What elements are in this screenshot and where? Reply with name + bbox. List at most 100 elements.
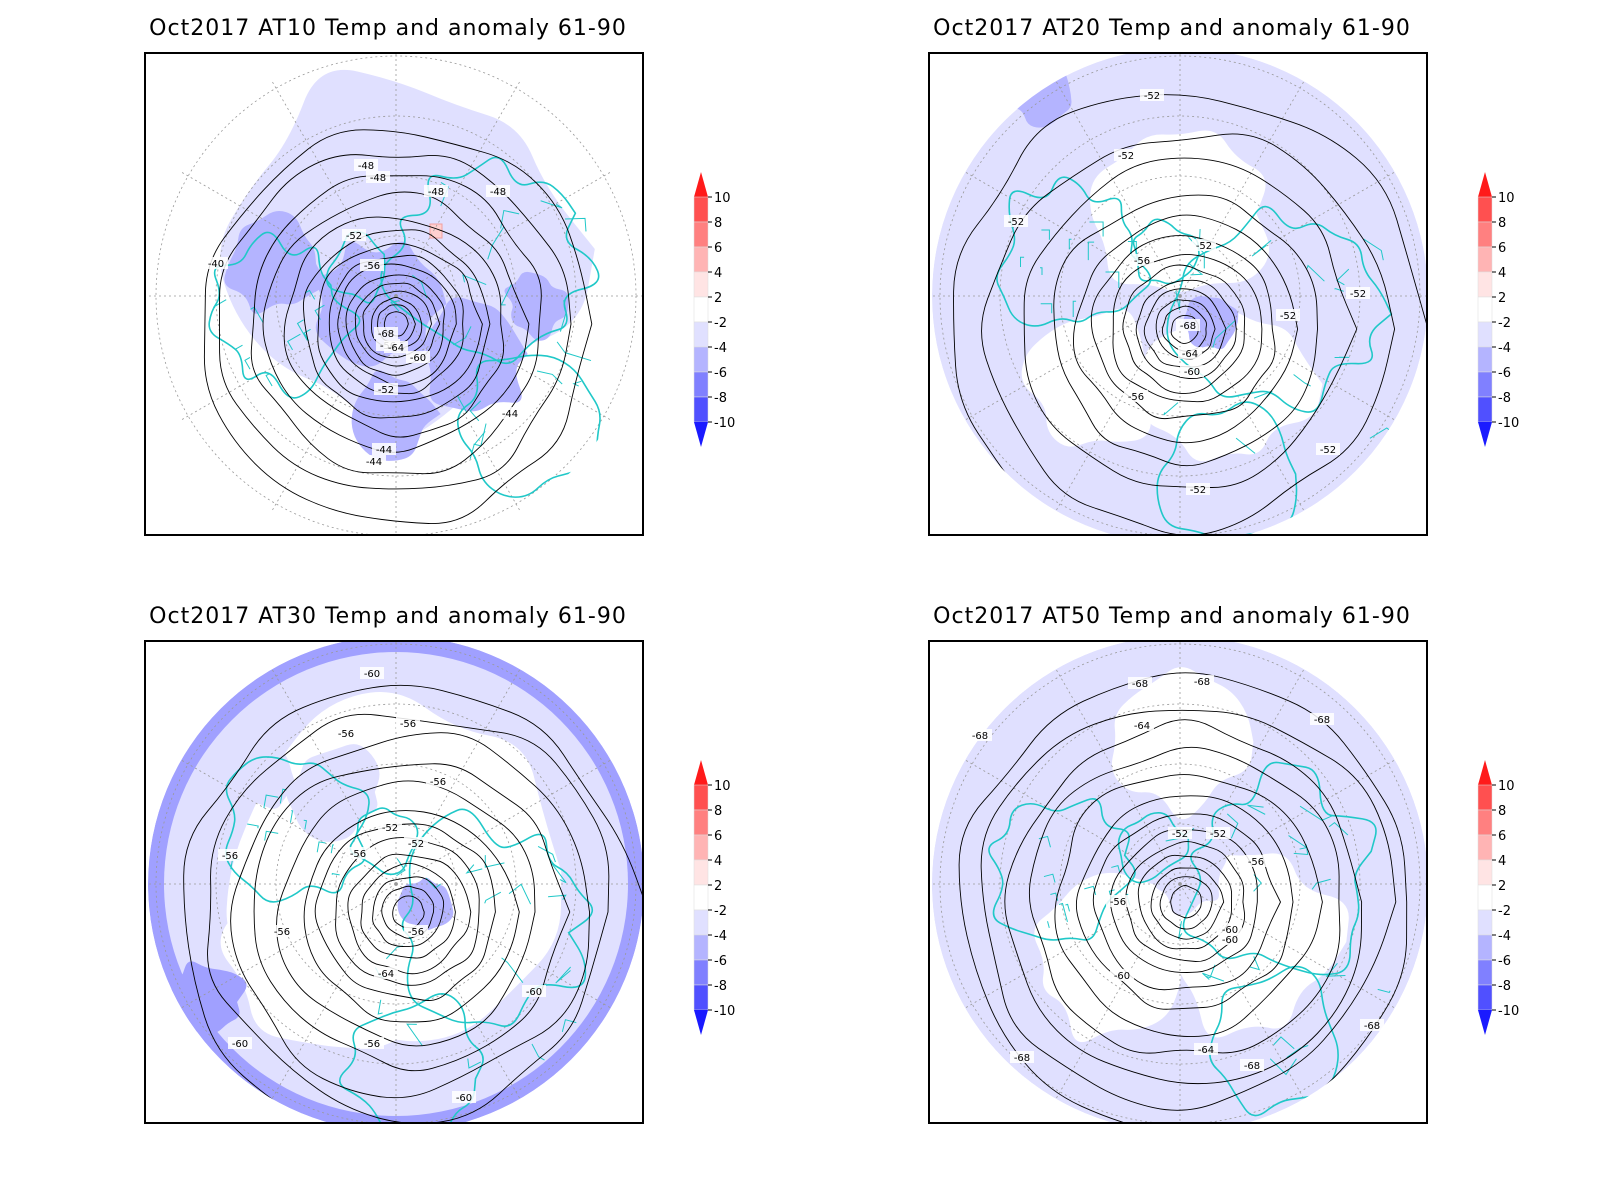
isotherm <box>253 763 571 1072</box>
colorbar-label: 6 <box>1498 829 1506 844</box>
map-panel-at10: Oct2017 AT10 Temp and anomaly 61-90 -40 -… <box>0 0 800 600</box>
coastline-eurasia <box>380 156 600 365</box>
coastline-africa <box>339 993 484 1122</box>
contour-label: -68 <box>1132 679 1148 690</box>
country-border <box>1363 238 1384 261</box>
colorbar-swatch <box>1477 784 1493 811</box>
map-panel-at50: Oct2017 AT50 Temp and anomaly 61-90 -68-… <box>784 588 1584 1188</box>
colorbar-label: -6 <box>1498 954 1511 969</box>
isotherm <box>1122 264 1246 394</box>
polar-map-frame: -60 -56 -56 -56 -56 -52 -52 -56 -56 -56 -60 -60 -64 -… <box>144 640 644 1124</box>
contour-label: -44 <box>366 457 382 468</box>
contour-label: -56 <box>338 729 354 740</box>
colorbar-label: -2 <box>1498 316 1511 331</box>
anomaly-region <box>1090 130 1270 292</box>
panel-title: Oct2017 AT30 Temp and anomaly 61-90 <box>149 604 627 629</box>
isotherm <box>1137 854 1233 950</box>
contour-label: -56 <box>364 261 380 272</box>
colorbar-boxes <box>693 172 709 447</box>
anomaly-colorbar: 10 8 6 4 2 -2 -4 -6 -8 -10 <box>1477 760 1519 1035</box>
state-border <box>1040 267 1043 275</box>
colorbar-swatch <box>1477 909 1493 936</box>
colorbar-swatch <box>1477 321 1493 348</box>
contour-label: -56 <box>1128 392 1144 403</box>
state-border <box>1020 256 1025 267</box>
country-border <box>531 1043 545 1061</box>
isotherm <box>1028 746 1341 1054</box>
contour-label: -52 <box>1320 445 1336 456</box>
contour-label: -56 <box>1248 857 1264 868</box>
isotherm <box>1112 254 1263 403</box>
colorbar-label: -4 <box>714 929 727 944</box>
contour-label-bg <box>334 727 358 739</box>
isotherm <box>1023 157 1358 488</box>
contour-label: -56 <box>408 927 424 938</box>
isotherm <box>1170 315 1199 344</box>
colorbar-label: -2 <box>1498 904 1511 919</box>
contour-label-bg <box>366 171 390 183</box>
isotherm <box>981 133 1396 534</box>
isotherm <box>1161 305 1207 352</box>
contour-label: -52 <box>1190 485 1206 496</box>
isotherm <box>203 129 593 524</box>
colorbar-label: -10 <box>1498 416 1519 431</box>
country-border <box>572 380 582 387</box>
colorbar-swatch <box>693 859 709 886</box>
colorbar-label: 10 <box>714 191 731 206</box>
contour-label-bg <box>1310 713 1334 725</box>
isotherm <box>314 823 496 1001</box>
contour-label: -44 <box>376 445 392 456</box>
contour-label-bg <box>486 185 510 197</box>
country-border <box>1226 813 1239 839</box>
colorbar-label: 8 <box>714 804 722 819</box>
contour-label-bg <box>406 351 430 363</box>
contour-label: -52 <box>1350 289 1366 300</box>
isotherm <box>392 895 425 929</box>
colorbar-label: 10 <box>1498 779 1515 794</box>
country-border <box>465 864 483 874</box>
contour-label: -52 <box>382 823 398 834</box>
anomaly-region <box>1034 872 1191 1043</box>
contour-label-bg <box>374 383 398 395</box>
contour-label-bg <box>396 717 420 729</box>
state-border <box>264 830 279 841</box>
anomaly-region <box>224 210 324 314</box>
colorbar-swatch <box>693 784 709 811</box>
isotherm <box>1135 279 1237 380</box>
isotherm <box>262 191 530 453</box>
state-border <box>330 844 334 854</box>
country-border <box>1249 956 1261 971</box>
colorbar-label: -6 <box>714 954 727 969</box>
country-border <box>1251 240 1272 257</box>
country-border <box>500 284 512 306</box>
colorbar-boxes <box>1477 172 1493 447</box>
contour-label: -52 <box>1008 217 1024 228</box>
country-border <box>1286 1045 1309 1058</box>
contour-label: -60 <box>410 353 426 364</box>
polar-stereographic-map: -52 -52 -52 -52 -52 -52 -52 -52 -56 -56 -60 -64 -68 <box>932 54 1426 534</box>
state-border <box>296 319 308 341</box>
temperature-contours <box>953 94 1426 534</box>
colorbar-label: -10 <box>1498 1004 1519 1019</box>
country-border <box>1247 804 1266 815</box>
contour-label: -64 <box>1198 1045 1214 1056</box>
state-border <box>1065 903 1070 912</box>
state-border <box>1111 865 1121 873</box>
colorbar-label: 6 <box>714 829 722 844</box>
colorbar-swatch <box>1477 984 1493 1011</box>
colorbar-arrow-bottom <box>694 1010 708 1035</box>
colorbar-label: -8 <box>1498 391 1511 406</box>
country-border <box>390 300 400 312</box>
colorbar-boxes <box>693 760 709 1035</box>
contour-label: -64 <box>1182 349 1198 360</box>
state-border <box>303 819 308 830</box>
contour-label: -52 <box>1118 151 1134 162</box>
contour-label-bg <box>1004 215 1028 227</box>
contour-label-bg <box>452 1091 476 1103</box>
contour-label: -52 <box>1280 311 1296 322</box>
panel-title: Oct2017 AT10 Temp and anomaly 61-90 <box>149 16 627 41</box>
panel-title: Oct2017 AT20 Temp and anomaly 61-90 <box>933 16 1411 41</box>
contour-label-bg <box>342 229 366 241</box>
contour-label-bg <box>360 259 384 271</box>
colorbar-swatch <box>1477 934 1493 961</box>
